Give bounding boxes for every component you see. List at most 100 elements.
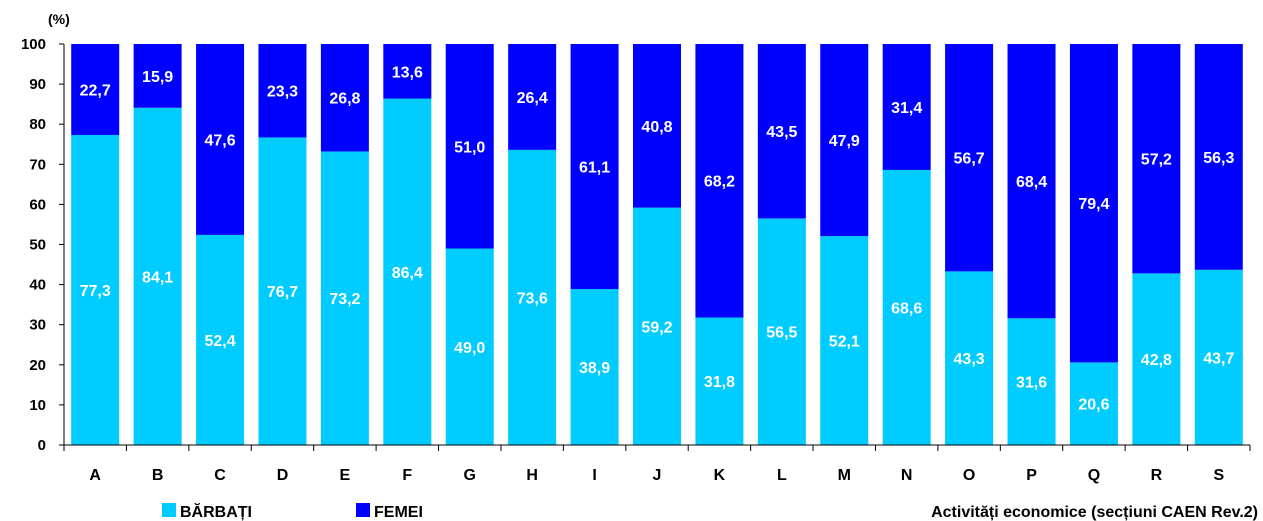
x-category-label: P	[1026, 467, 1037, 484]
bars-group: 77,3 22,7 84,1 15,9 52,4 47,6 76,7 23,3 73,2 26,8…	[71, 44, 1243, 446]
data-label-barbati-F: 86,4	[392, 265, 423, 282]
data-label-femei-I: 61,1	[579, 160, 610, 177]
bar-barbati-M	[820, 236, 869, 445]
legend-swatch-femei	[356, 503, 370, 517]
data-label-femei-D: 23,3	[267, 84, 298, 101]
data-label-femei-H: 26,4	[517, 90, 548, 107]
bar-femei-C	[196, 44, 245, 235]
data-label-femei-Q: 79,4	[1078, 196, 1109, 213]
bar-barbati-H	[508, 149, 557, 445]
x-category-label: C	[214, 467, 226, 484]
data-label-barbati-I: 38,9	[579, 360, 610, 377]
data-label-barbati-Q: 20,6	[1078, 397, 1109, 414]
data-label-femei-S: 56,3	[1203, 150, 1234, 167]
bar-barbati-D	[258, 137, 307, 446]
bar-barbati-P	[1007, 318, 1056, 445]
bar-barbati-E	[320, 151, 369, 445]
x-category-label: I	[592, 467, 596, 484]
data-label-femei-M: 47,9	[829, 133, 860, 150]
bar-femei-B	[133, 44, 182, 108]
y-tick-label: 70	[29, 156, 46, 173]
bar-femei-J	[633, 44, 681, 208]
data-label-barbati-C: 52,4	[204, 333, 235, 350]
data-label-barbati-L: 56,5	[766, 325, 797, 342]
data-label-barbati-O: 43,3	[954, 351, 985, 368]
data-label-barbati-E: 73,2	[329, 291, 360, 308]
data-label-femei-N: 31,4	[891, 100, 922, 117]
bar-femei-R	[1132, 44, 1181, 274]
x-category-label: F	[402, 467, 412, 484]
data-label-barbati-A: 77,3	[80, 283, 111, 300]
x-category-label: L	[777, 467, 787, 484]
bar-barbati-C	[196, 234, 245, 445]
bar-barbati-B	[133, 107, 182, 445]
x-category-label: A	[89, 467, 101, 484]
bar-barbati-R	[1132, 273, 1181, 445]
data-label-femei-G: 51,0	[454, 139, 485, 156]
x-axis-title: Activități economice (secțiuni CAEN Rev.…	[931, 504, 1258, 521]
data-label-femei-A: 22,7	[80, 83, 111, 100]
data-label-barbati-J: 59,2	[641, 319, 672, 336]
legend-label-barbati: BĂRBAȚI	[180, 502, 252, 521]
y-tick-label: 60	[29, 196, 46, 213]
legend: BĂRBAȚI FEMEI	[162, 502, 423, 521]
data-label-barbati-D: 76,7	[267, 284, 298, 301]
bar-barbati-F	[383, 98, 432, 445]
y-unit-label: (%)	[48, 11, 70, 27]
data-label-femei-K: 68,2	[704, 174, 735, 191]
y-tick-label: 50	[29, 237, 46, 254]
data-label-femei-P: 68,4	[1016, 174, 1047, 191]
bar-femei-H	[508, 44, 557, 150]
bar-femei-K	[695, 44, 744, 318]
bar-femei-L	[757, 44, 806, 219]
y-axis: 0 10 20 30 40 50 60 70 80 90 100	[21, 36, 65, 454]
x-category-label: M	[838, 467, 851, 484]
x-category-label: O	[963, 467, 975, 484]
data-label-barbati-N: 68,6	[891, 300, 922, 317]
x-category-label: R	[1151, 467, 1163, 484]
data-label-femei-E: 26,8	[329, 91, 360, 108]
bar-barbati-N	[882, 169, 931, 445]
x-category-label: D	[277, 467, 289, 484]
x-category-label: B	[152, 467, 164, 484]
data-label-femei-L: 43,5	[766, 124, 797, 141]
bar-femei-D	[258, 44, 307, 138]
x-category-label: Q	[1088, 467, 1100, 484]
bar-femei-O	[945, 44, 994, 272]
bar-femei-G	[445, 44, 494, 249]
y-tick-label: 30	[29, 317, 46, 334]
bar-barbati-L	[757, 218, 806, 445]
y-tick-label: 100	[21, 36, 46, 53]
y-tick-label: 0	[38, 437, 46, 454]
x-category-label: E	[340, 467, 351, 484]
x-axis: A B C D E F G H I J K L M N O P Q R S	[63, 444, 1251, 484]
data-label-barbati-B: 84,1	[142, 269, 173, 286]
data-label-barbati-H: 73,6	[517, 290, 548, 307]
y-tick-label: 10	[29, 397, 46, 414]
data-label-femei-C: 47,6	[204, 132, 235, 149]
bar-femei-N	[882, 44, 931, 170]
data-label-femei-B: 15,9	[142, 69, 173, 86]
bar-barbati-Q	[1069, 362, 1118, 445]
y-tick-label: 40	[29, 277, 46, 294]
bar-barbati-I	[570, 289, 619, 445]
x-category-label: J	[653, 467, 662, 484]
data-label-femei-R: 57,2	[1141, 152, 1172, 169]
bar-barbati-O	[945, 271, 994, 445]
y-tick-label: 80	[29, 116, 46, 133]
bar-femei-M	[820, 44, 869, 237]
bar-barbati-A	[71, 135, 120, 446]
y-tick-label: 20	[29, 357, 46, 374]
x-category-label: G	[464, 467, 476, 484]
x-category-label: N	[901, 467, 913, 484]
x-category-label: H	[526, 467, 538, 484]
data-label-barbati-R: 42,8	[1141, 352, 1172, 369]
data-label-barbati-K: 31,8	[704, 374, 735, 391]
bar-femei-I	[570, 44, 619, 290]
bar-femei-F	[383, 44, 432, 99]
legend-label-femei: FEMEI	[374, 504, 423, 521]
bar-barbati-J	[633, 207, 681, 445]
x-category-label: K	[714, 467, 726, 484]
bar-femei-S	[1194, 44, 1243, 270]
